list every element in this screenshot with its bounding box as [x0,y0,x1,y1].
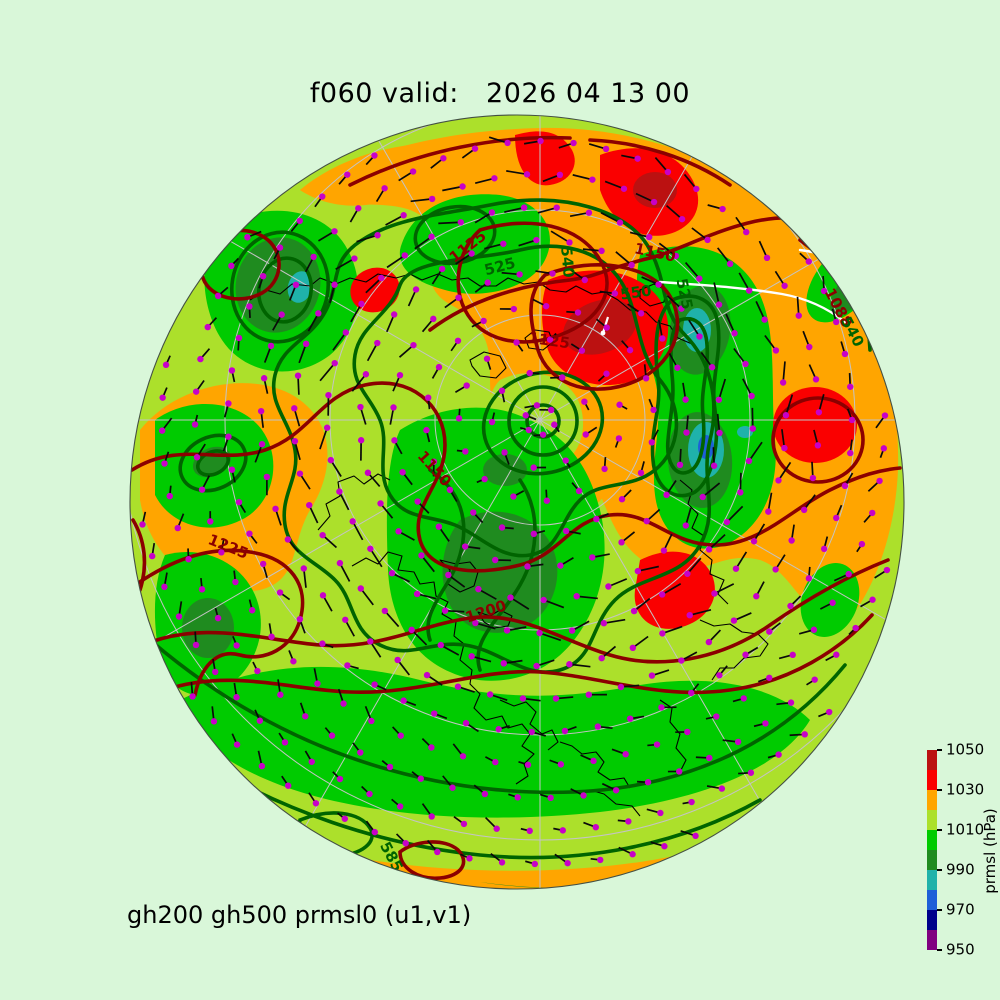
parallel-line [434,314,646,526]
colorbar-gradient [927,750,937,950]
colorbar-segment [927,790,937,810]
contour-label-gh500: 540 [557,246,578,279]
colorbar-tick-label: 1030 [946,780,985,799]
colorbar-tick-mark [937,789,942,791]
colorbar-segment [927,890,937,910]
contour-label-gh500: 550 [619,281,653,303]
colorbar: 950 970 990 1010 1030 1050 [927,741,1000,959]
colorbar-segment [927,830,937,850]
plot-footer-label: gh200 gh500 prmsl0 (u1,v1) [127,901,472,929]
colorbar-tick-mark [937,949,942,951]
colorbar-tick-label: 1050 [946,740,985,759]
gh500-contours [148,198,872,860]
colorbar-segment [927,770,937,790]
colorbar-tick-label: 990 [946,860,975,879]
colorbar-tick-label: 950 [946,940,975,959]
colorbar-segment [927,870,937,890]
globe-outline [129,114,905,890]
colorbar-segment [927,750,937,770]
colorbar-tick-label: 970 [946,900,975,919]
colorbar-tick-mark [937,909,942,911]
wind-vectors-layer [139,136,891,868]
white-station-dot [600,330,606,336]
colorbar-tick-mark [937,869,942,871]
meridian-line [289,115,541,421]
meridian-line [289,419,541,854]
colorbar-tick-mark [937,749,942,751]
colorbar-tick-label: 1010 [946,820,985,839]
colorbar-segment [927,910,937,930]
colorbar-segment [927,850,937,870]
contour-label-gh200: 1125 [527,329,571,353]
meridian-line [130,419,541,671]
colorbar-axis-label: prmsl (hPa) [981,808,999,894]
parallel-line [130,115,904,841]
colorbar-segment [927,930,937,950]
colorbar-tick-mark [937,829,942,831]
colorbar-segment [927,810,937,830]
plot-title: f060 valid: 2026 04 13 00 [309,78,691,109]
